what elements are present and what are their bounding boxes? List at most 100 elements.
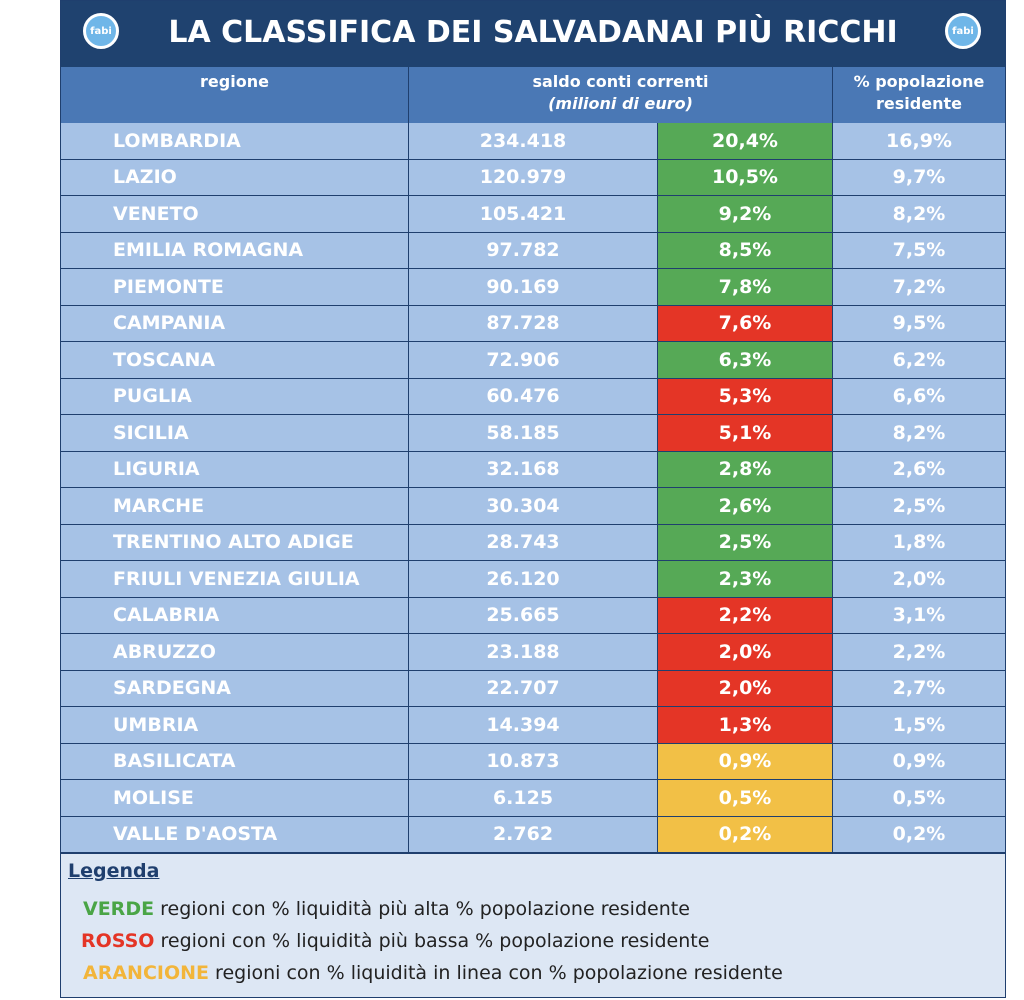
region-cell: LOMBARDIA	[61, 123, 409, 160]
pop-cell: 0,9%	[833, 744, 1005, 780]
share-cell: 0,5%	[658, 780, 833, 817]
region-cell: PIEMONTE	[61, 269, 409, 306]
title: LA CLASSIFICA DEI SALVADANAI PIÙ RICCHI	[168, 15, 898, 50]
pop-cell: 9,5%	[833, 306, 1005, 342]
region-cell: UMBRIA	[61, 707, 409, 744]
share-cell: 7,8%	[658, 269, 833, 306]
logo: fabi	[83, 13, 119, 49]
pop-cell: 7,2%	[833, 269, 1005, 306]
pop-cell: 2,0%	[833, 561, 1005, 598]
saldo-cell: 22.707	[409, 670, 658, 707]
pop-cell: 9,7%	[833, 160, 1005, 196]
legend-text: regioni con % liquidità più alta % popol…	[160, 898, 690, 920]
region-cell: TOSCANA	[61, 342, 409, 379]
saldo-cell: 28.743	[409, 524, 658, 561]
saldo-cell: 58.185	[409, 415, 658, 452]
share-cell: 2,3%	[658, 561, 833, 598]
legend-text: regioni con % liquidità in linea con % p…	[215, 962, 783, 984]
pop-cell: 2,2%	[833, 634, 1005, 671]
region-cell: LIGURIA	[61, 451, 409, 488]
region-cell: CALABRIA	[61, 597, 409, 634]
header-pop: % popolazione residente	[833, 67, 1005, 123]
saldo-cell: 234.418	[409, 123, 658, 160]
pop-cell: 2,6%	[833, 452, 1005, 488]
legend-key: ROSSO	[81, 930, 155, 952]
pop-cell: 2,7%	[833, 671, 1005, 707]
saldo-cell: 25.665	[409, 597, 658, 634]
header-saldo-unit: (milioni di euro)	[548, 94, 693, 113]
pop-cell: 2,5%	[833, 488, 1005, 525]
pop-cell: 8,2%	[833, 196, 1005, 233]
share-cell: 2,6%	[658, 488, 833, 525]
share-cell: 2,0%	[658, 670, 833, 707]
share-cell: 8,5%	[658, 232, 833, 269]
saldo-cell: 2.762	[409, 816, 658, 853]
pop-cell: 1,5%	[833, 707, 1005, 744]
legend-item: VERDE regioni con % liquidità più alta %…	[83, 898, 690, 920]
saldo-cell: 6.125	[409, 780, 658, 817]
pop-cell: 8,2%	[833, 415, 1005, 452]
region-cell: MARCHE	[61, 488, 409, 525]
pop-cell: 7,5%	[833, 233, 1005, 269]
region-cell: BASILICATA	[61, 743, 409, 780]
region-cell: ABRUZZO	[61, 634, 409, 671]
share-cell: 0,2%	[658, 816, 833, 853]
pop-cell: 6,6%	[833, 379, 1005, 415]
share-cell: 6,3%	[658, 342, 833, 379]
saldo-cell: 87.728	[409, 305, 658, 342]
share-cell: 2,8%	[658, 451, 833, 488]
share-cell: 20,4%	[658, 123, 833, 160]
legend-key: ARANCIONE	[83, 962, 209, 984]
share-cell: 2,2%	[658, 597, 833, 634]
header-saldo-text: saldo conti correnti	[532, 72, 709, 91]
pop-cell: 6,2%	[833, 342, 1005, 379]
pop-cell: 16,9%	[833, 123, 1005, 160]
region-cell: PUGLIA	[61, 378, 409, 415]
saldo-cell: 26.120	[409, 561, 658, 598]
title-bar: fabi LA CLASSIFICA DEI SALVADANAI PIÙ RI…	[61, 1, 1005, 67]
share-cell: 7,6%	[658, 305, 833, 342]
saldo-cell: 120.979	[409, 159, 658, 196]
share-cell: 5,1%	[658, 415, 833, 452]
pop-cell: 1,8%	[833, 525, 1005, 561]
pop-cell: 0,5%	[833, 780, 1005, 817]
region-cell: SARDEGNA	[61, 670, 409, 707]
region-cell: VENETO	[61, 196, 409, 233]
region-cell: CAMPANIA	[61, 305, 409, 342]
saldo-cell: 90.169	[409, 269, 658, 306]
saldo-cell: 32.168	[409, 451, 658, 488]
region-cell: FRIULI VENEZIA GIULIA	[61, 561, 409, 598]
saldo-cell: 72.906	[409, 342, 658, 379]
saldo-cell: 30.304	[409, 488, 658, 525]
legend-text: regioni con % liquidità più bassa % popo…	[160, 930, 710, 952]
region-cell: LAZIO	[61, 159, 409, 196]
share-cell: 2,0%	[658, 634, 833, 671]
saldo-cell: 23.188	[409, 634, 658, 671]
share-cell: 10,5%	[658, 159, 833, 196]
header-saldo: saldo conti correnti (milioni di euro)	[409, 67, 833, 123]
region-cell: MOLISE	[61, 780, 409, 817]
saldo-cell: 97.782	[409, 232, 658, 269]
region-cell: TRENTINO ALTO ADIGE	[61, 524, 409, 561]
header-region: regione	[61, 67, 409, 123]
region-cell: VALLE D'AOSTA	[61, 816, 409, 853]
logo: fabi	[945, 13, 981, 49]
legend-key: VERDE	[83, 898, 155, 920]
pop-cell: 0,2%	[833, 817, 1005, 853]
table-frame: fabi LA CLASSIFICA DEI SALVADANAI PIÙ RI…	[60, 0, 1006, 998]
legend: Legenda VERDE regioni con % liquidità pi…	[61, 853, 1005, 997]
share-cell: 2,5%	[658, 524, 833, 561]
share-cell: 1,3%	[658, 707, 833, 744]
legend-item: ARANCIONE regioni con % liquidità in lin…	[83, 962, 783, 984]
saldo-cell: 105.421	[409, 196, 658, 233]
region-cell: SICILIA	[61, 415, 409, 452]
saldo-cell: 10.873	[409, 743, 658, 780]
share-cell: 0,9%	[658, 743, 833, 780]
region-cell: EMILIA ROMAGNA	[61, 232, 409, 269]
saldo-cell: 14.394	[409, 707, 658, 744]
share-cell: 5,3%	[658, 378, 833, 415]
legend-title: Legenda	[68, 860, 160, 882]
saldo-cell: 60.476	[409, 378, 658, 415]
legend-item: ROSSO regioni con % liquidità più bassa …	[81, 930, 709, 952]
